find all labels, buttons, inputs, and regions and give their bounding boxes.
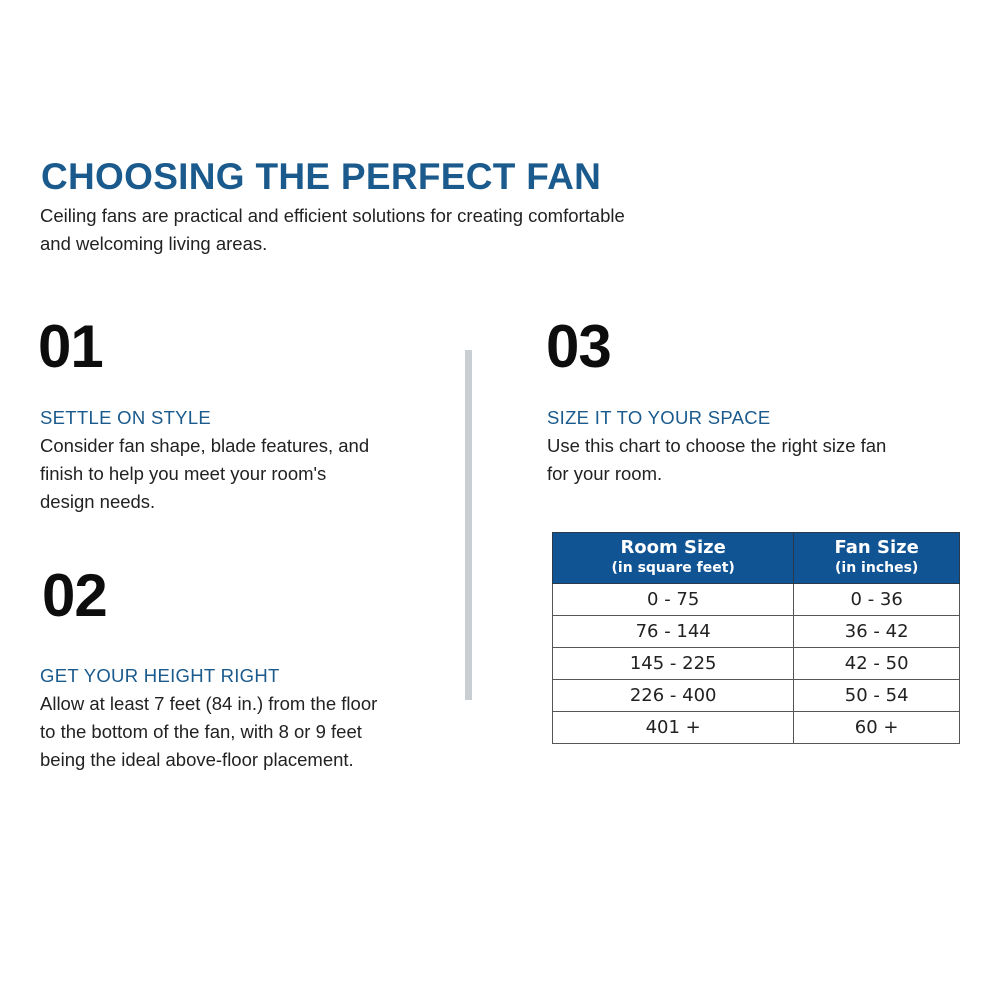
text-line: Consider fan shape, blade features, and [40,435,370,456]
room-size-cell: 76 - 144 [551,615,795,648]
section-text-style: Consider fan shape, blade features, and … [40,432,369,516]
text-line: Use this chart to choose the right size … [547,435,887,456]
section-heading-style: SETTLE ON STYLE [40,407,212,428]
header-subtitle: (in inches) [835,560,919,576]
text-line: finish to help you meet your room's [40,463,327,484]
section-number-03: 03 [546,313,612,380]
table-header-row: Room Size (in square feet) Fan Size (in in… [551,532,960,584]
room-size-cell: 401 + [551,711,795,744]
section-number-02: 02 [42,562,108,629]
section-text-size: Use this chart to choose the right size … [547,432,886,488]
fan-size-cell: 36 - 42 [793,615,960,648]
header-subtitle: (in square feet) [611,560,735,576]
section-number-01: 01 [38,313,104,380]
table-row: 145 - 225 42 - 50 [551,647,960,680]
header-room-size: Room Size (in square feet) [551,532,795,584]
fan-size-cell: 60 + [793,711,960,744]
section-text-height: Allow at least 7 feet (84 in.) from the … [40,690,377,774]
intro-text: Ceiling fans are practical and efficient… [40,202,625,258]
header-title: Fan Size [834,537,919,558]
table-row: 76 - 144 36 - 42 [551,615,960,648]
table-row: 401 +60 + [551,711,960,744]
text-line: design needs. [40,491,156,512]
table-row: 226 - 400 50 - 54 [551,679,960,712]
column-divider [465,350,472,700]
room-size-cell: 226 - 400 [551,679,795,712]
intro-line: Ceiling fans are practical and efficient… [40,205,625,226]
table-row: 0 - 75 0 - 36 [551,583,960,616]
fan-size-cell: 0 - 36 [793,583,960,616]
header-fan-size: Fan Size (in inches) [793,532,960,584]
fan-size-cell: 42 - 50 [793,647,960,680]
section-heading-height: GET YOUR HEIGHT RIGHT [40,665,280,686]
section-heading-size: SIZE IT TO YOUR SPACE [547,407,771,428]
room-size-cell: 0 - 75 [551,583,795,616]
intro-line: and welcoming living areas. [40,233,268,254]
text-line: being the ideal above-floor placement. [40,749,354,770]
room-size-cell: 145 - 225 [551,647,795,680]
page-title: CHOOSING THE PERFECT FAN [41,156,602,197]
fan-size-cell: 50 - 54 [793,679,960,712]
text-line: for your room. [547,463,663,484]
text-line: to the bottom of the fan, with 8 or 9 fe… [40,721,362,742]
header-title: Room Size [620,537,726,558]
fan-size-table: Room Size (in square feet) Fan Size (in in… [551,532,960,744]
text-line: Allow at least 7 feet (84 in.) from the … [40,693,378,714]
